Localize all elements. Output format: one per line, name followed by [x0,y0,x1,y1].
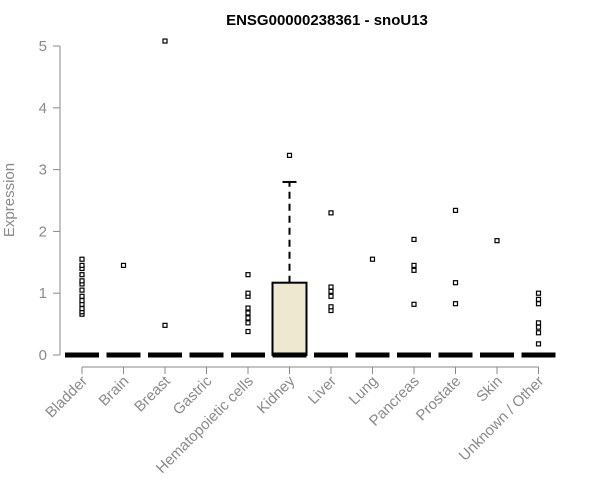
outlier-point [245,315,251,321]
box-kidney [271,152,308,358]
y-tick-label: 4 [39,100,47,117]
box-bladder [65,256,99,358]
box-liver [314,210,348,358]
box-brain [106,262,141,358]
outlier-point [535,341,542,347]
outlier-point [328,288,334,294]
x-tick-label: Prostate [413,373,465,425]
outlier-point [79,256,85,262]
outlier-point [452,207,459,213]
outlier-point [79,262,85,268]
outlier-point [535,330,542,336]
outlier-point [162,322,168,328]
outlier-point [452,280,459,286]
outlier-point [535,324,542,330]
outlier-point [535,320,542,326]
y-tick-label: 5 [39,38,47,55]
outlier-point [79,272,85,278]
y-tick-label: 1 [39,285,47,302]
outlier-point [535,301,542,307]
outlier-point [286,152,293,158]
iqr-box [271,281,308,356]
y-tick-label: 3 [39,162,47,179]
outlier-point [245,310,251,316]
x-tick-label: Bladder [42,373,91,422]
outlier-point [328,284,334,290]
chart-title: ENSG00000238361 - snoU13 [226,12,428,29]
outlier-point [245,272,251,278]
outlier-point [245,290,251,296]
outlier-point [452,301,459,307]
outlier-point [411,301,417,307]
box-prostate [438,207,473,358]
boxes [65,38,556,358]
x-tick-label: Breast [131,372,174,415]
outlier-point [79,293,85,299]
outlier-point [411,236,417,243]
x-tick-label: Lung [346,373,382,409]
outlier-point [535,296,542,302]
outlier-point [494,238,500,244]
x-tick-label: Skin [473,373,506,406]
box-skin [480,238,514,358]
outlier-point [79,306,85,312]
outlier-point [328,293,334,299]
outlier-point [79,278,85,284]
x-tick-label: Liver [305,373,340,408]
outlier-point [79,298,85,304]
outlier-point [79,287,85,293]
outlier-point [120,262,127,268]
x-tick-label: Kidney [254,372,299,417]
outlier-point [162,38,168,44]
outlier-point [245,320,251,326]
outlier-point [245,328,251,335]
outlier-point [328,210,334,216]
box-lung [355,256,390,358]
y-tick-label: 0 [39,347,47,364]
box-breast [148,38,182,358]
outlier-point [369,256,376,262]
y-axis-label: Expression [1,163,18,237]
box-pancreas [397,236,431,358]
outlier-point [411,267,417,273]
box-hematopoietic-cells [231,272,265,358]
outlier-point [535,290,542,296]
y-tick-label: 2 [39,223,47,240]
outlier-point [328,304,334,310]
x-tick-label: Brain [96,373,133,410]
outlier-point [245,305,251,311]
outlier-point [411,262,417,268]
box-unknown-other [521,290,556,358]
